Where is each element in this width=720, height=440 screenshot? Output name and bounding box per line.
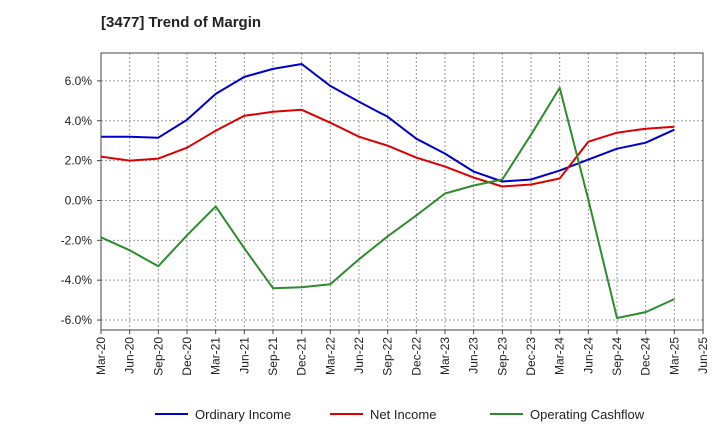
x-tick-label: Jun-22 <box>352 337 366 374</box>
y-tick-label: 6.0% <box>65 74 93 88</box>
x-tick-label: Jun-23 <box>467 337 481 374</box>
plot-frame <box>100 52 704 331</box>
legend-label: Ordinary Income <box>195 407 291 422</box>
x-tick-label: Dec-20 <box>180 337 194 376</box>
y-tick-label: 2.0% <box>65 154 93 168</box>
y-axis: 6.0% 4.0% 2.0% 0.0% -2.0% -4.0% -6.0% <box>61 74 101 327</box>
x-tick-label: Dec-24 <box>639 337 653 376</box>
x-tick-label: Sep-23 <box>495 337 509 376</box>
x-tick-label: Jun-25 <box>696 337 710 374</box>
x-tick-label: Mar-24 <box>553 337 567 375</box>
grid-lines <box>101 53 703 330</box>
y-tick-label: -6.0% <box>61 313 93 327</box>
x-tick-label: Dec-22 <box>409 337 423 376</box>
x-tick-label: Dec-23 <box>524 337 538 376</box>
x-tick-label: Sep-20 <box>151 337 165 376</box>
x-tick-label: Mar-23 <box>438 337 452 375</box>
x-tick-label: Dec-21 <box>295 337 309 376</box>
x-tick-label: Sep-24 <box>610 337 624 376</box>
x-tick-label: Jun-24 <box>581 337 595 374</box>
net-income-line <box>100 108 675 188</box>
x-tick-label: Mar-21 <box>209 337 223 375</box>
y-tick-label: -4.0% <box>61 273 93 287</box>
x-tick-label: Jun-20 <box>123 337 137 374</box>
y-tick-label: -2.0% <box>61 233 93 247</box>
legend-label: Net Income <box>370 407 436 422</box>
series-lines <box>100 63 675 319</box>
y-tick-label: 4.0% <box>65 114 93 128</box>
x-tick-label: Sep-22 <box>381 337 395 376</box>
legend: Ordinary Income Net Income Operating Cashf… <box>155 407 645 422</box>
x-tick-label: Mar-25 <box>667 337 681 375</box>
x-tick-label: Mar-20 <box>94 337 108 375</box>
chart-title: [3477] Trend of Margin <box>101 14 262 31</box>
x-tick-label: Jun-21 <box>237 337 251 374</box>
operating-cashflow-line <box>100 86 675 319</box>
x-tick-label: Mar-22 <box>323 337 337 375</box>
y-tick-label: 0.0% <box>65 193 93 207</box>
x-axis: Mar-20 Jun-20 Sep-20 Dec-20 Mar-21 Jun-21 Sep-… <box>94 330 710 376</box>
x-tick-label: Sep-21 <box>266 337 280 376</box>
legend-label: Operating Cashflow <box>530 407 645 422</box>
